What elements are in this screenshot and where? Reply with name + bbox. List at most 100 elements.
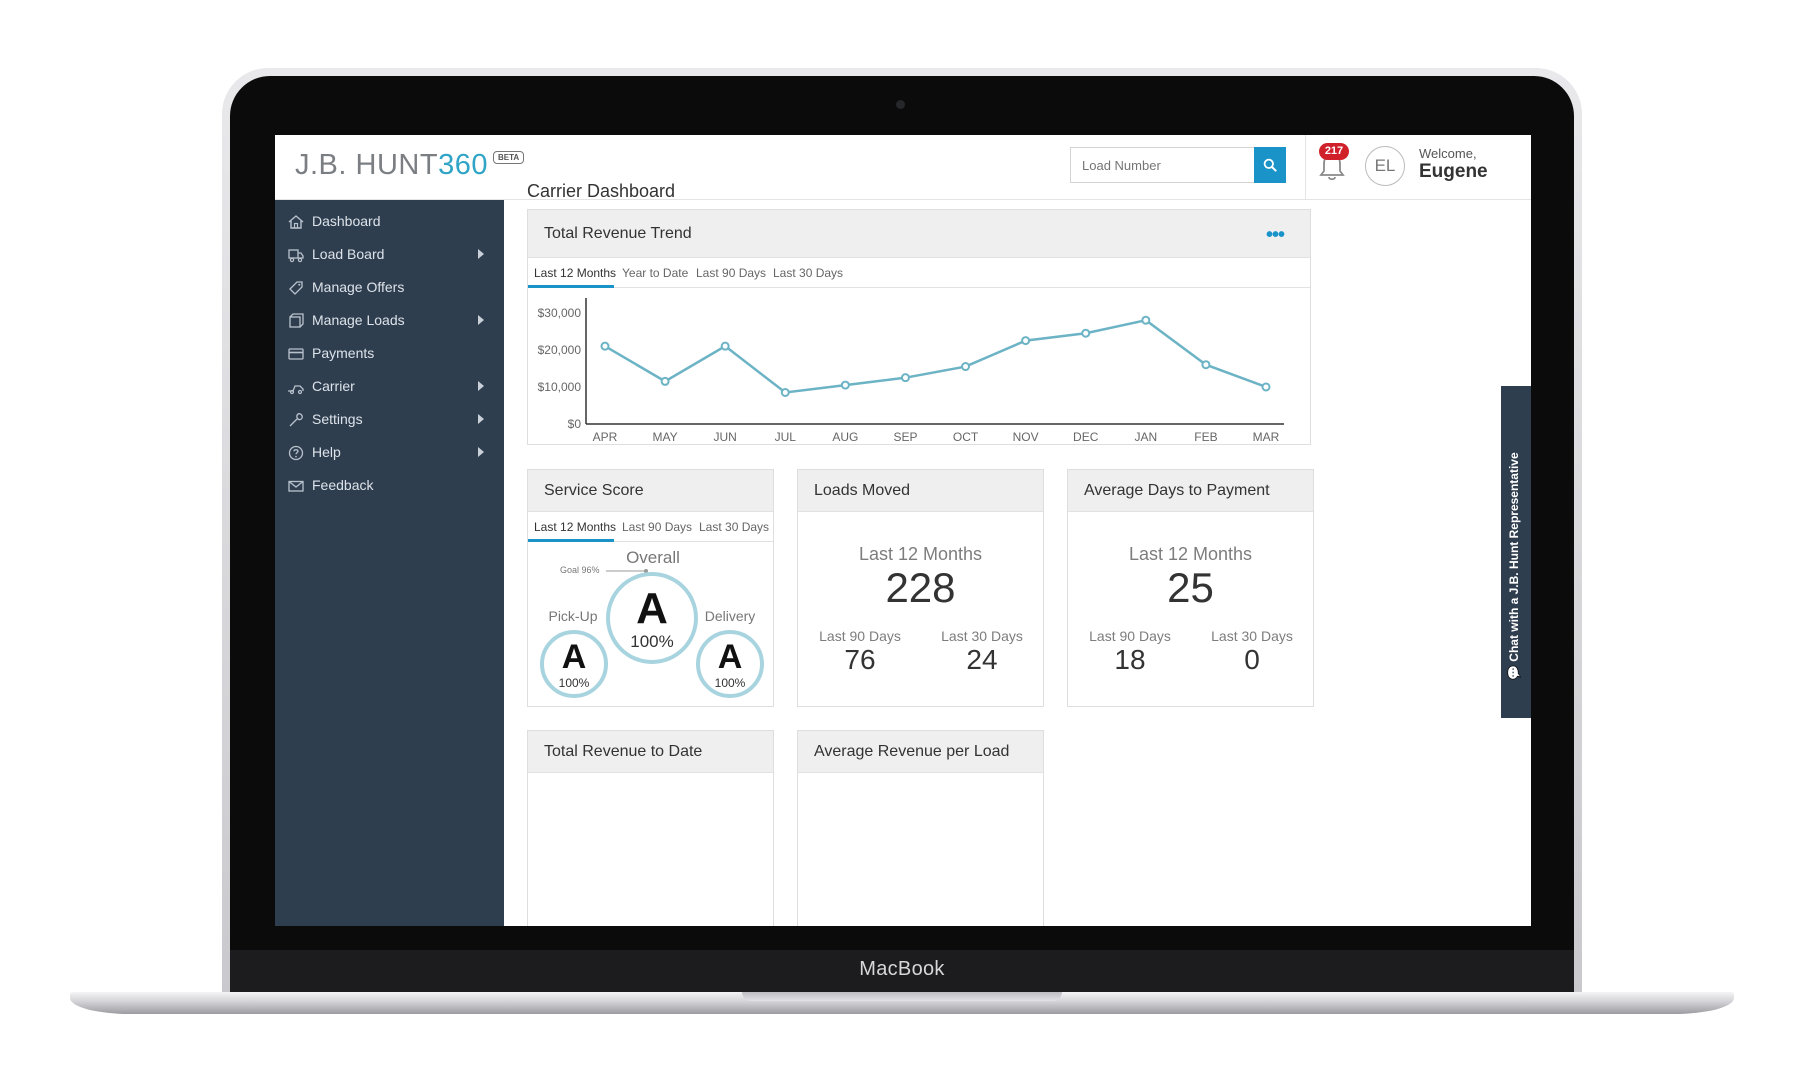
period-value: 228 [885,564,956,611]
card-header: Average Days to Payment [1068,470,1313,512]
chevron-right-icon [478,249,484,259]
sidebar-item-help[interactable]: Help [275,436,504,469]
chevron-right-icon [478,381,484,391]
pickup-grade: A [561,638,587,676]
card-header: Total Revenue Trend ••• [528,210,1310,258]
sidebar-item-label: Load Board [312,246,385,262]
tab-last-30-days[interactable]: Last 30 Days [773,266,844,280]
revenue-data-point [660,376,670,386]
header-divider [1305,135,1306,200]
card-header: Average Revenue per Load [798,731,1043,773]
sidebar-item-manage-loads[interactable]: Manage Loads [275,304,504,337]
delivery-score-gauge: A 100% [696,630,764,698]
welcome-text: Welcome, [1419,146,1477,161]
revenue-data-point [1201,360,1211,370]
search-icon [1263,158,1277,172]
total-revenue-to-date-card: Total Revenue to Date [527,730,774,926]
user-avatar[interactable]: EL [1365,146,1405,186]
y-tick-label: $10,000 [538,380,582,394]
sidebar-item-feedback[interactable]: Feedback [275,469,504,502]
card-title: Loads Moved [814,482,911,499]
card-title: Total Revenue Trend [544,225,692,242]
revenue-trend-tabs: Last 12 Months Year to Date Last 90 Days… [528,258,1310,288]
revenue-data-point [1141,315,1151,325]
chevron-right-icon [478,414,484,424]
sidebar-item-label: Help [312,444,341,460]
user-name[interactable]: Eugene [1419,161,1488,182]
x-tick-label: AUG [832,430,858,444]
x-tick-label: APR [593,430,618,444]
chat-bubble-icon: 💬 [1507,661,1521,680]
revenue-data-point [840,380,850,390]
sidebar-item-load-board[interactable]: Load Board [275,238,504,271]
tab-last-12-months[interactable]: Last 12 Months [534,520,617,534]
chat-representative-label[interactable]: 💬 Chat with a J.B. Hunt Representative [1507,452,1521,680]
overall-score-gauge: A 100% [606,572,698,664]
card-title: Service Score [544,482,644,499]
more-dots-icon[interactable]: ••• [1265,224,1285,246]
app-header: J.B. HUNT360 BETA 217 EL Welcome, Eugene [275,135,1531,200]
beta-badge: BETA [493,151,525,164]
sidebar-item-carrier[interactable]: Carrier [275,370,504,403]
revenue-series-line [604,318,1267,394]
camera-dot [896,100,905,109]
sidebar-item-label: Dashboard [312,213,381,229]
y-tick-label: $30,000 [538,306,582,320]
sidebar-item-label: Carrier [312,378,355,394]
tab-last-90-days[interactable]: Last 90 Days [622,520,693,534]
tab-last-12-months[interactable]: Last 12 Months [534,266,617,280]
sidebar: Dashboard Load Board Manage Offers Manag… [275,200,504,926]
carrier-icon [288,385,304,395]
app-logo[interactable]: J.B. HUNT360 [295,149,488,182]
card-title: Total Revenue to Date [544,743,703,760]
revenue-trend-card: Total Revenue Trend ••• Last 12 Months Y… [527,209,1311,445]
box-icon [289,313,304,328]
delivery-percent: 100% [714,676,746,690]
overall-score-label: Overall [626,548,680,567]
laptop-base-notch [742,992,1062,1001]
card-header: Loads Moved [798,470,1043,512]
avg-days-to-payment-card: Average Days to Payment Last 12 Months 2… [1067,469,1314,707]
avg-revenue-per-load-card: Average Revenue per Load [797,730,1044,926]
x-tick-label: NOV [1013,430,1039,444]
search-button[interactable] [1254,147,1286,183]
card-title: Average Revenue per Load [814,743,1010,760]
x-tick-label: DEC [1073,430,1099,444]
delivery-score-label: Delivery [704,608,756,624]
sidebar-item-dashboard[interactable]: Dashboard [275,205,504,238]
revenue-data-point [900,373,910,383]
tab-year-to-date[interactable]: Year to Date [622,266,689,280]
tab-last-30-days[interactable]: Last 30 Days [699,520,770,534]
chat-representative-tab[interactable] [1501,386,1531,718]
last-30-days-value: 0 [1244,644,1260,675]
tag-icon [289,281,303,295]
card-header: Total Revenue to Date [528,731,773,773]
x-tick-label: FEB [1194,430,1217,444]
y-tick-label: $20,000 [538,343,582,357]
logo-text: J.B. HUNT [295,149,439,181]
sidebar-item-settings[interactable]: Settings [275,403,504,436]
period-label: Last 12 Months [1128,544,1253,564]
revenue-trend-chart: $0 $10,000 $20,000 $30,000 APR MAY JUN JUL AUG SE… [538,298,1284,444]
sidebar-item-payments[interactable]: Payments [275,337,504,370]
last-30-days-label: Last 30 Days [941,628,1023,644]
x-tick-label: MAY [653,430,678,444]
tab-last-90-days[interactable]: Last 90 Days [696,266,767,280]
x-tick-label: JUN [714,430,737,444]
revenue-data-point [720,341,730,351]
last-90-days-label: Last 90 Days [1089,628,1171,644]
sidebar-item-manage-offers[interactable]: Manage Offers [275,271,504,304]
revenue-data-point [1261,382,1271,392]
revenue-data-point [600,341,610,351]
last-90-days-label: Last 90 Days [819,628,901,644]
load-number-search-input[interactable] [1070,147,1254,183]
active-tab-indicator [528,539,614,542]
service-score-tabs: Last 12 Months Last 90 Days Last 30 Days [528,512,773,542]
notification-count-badge: 217 [1319,143,1349,160]
laptop-base [70,992,1734,1014]
loads-moved-card: Loads Moved Last 12 Months 228 Last 90 D… [797,469,1044,707]
truck-icon [288,249,304,263]
sidebar-item-label: Manage Offers [312,279,405,295]
period-value: 25 [1167,564,1214,611]
page-title: Carrier Dashboard [527,181,676,201]
